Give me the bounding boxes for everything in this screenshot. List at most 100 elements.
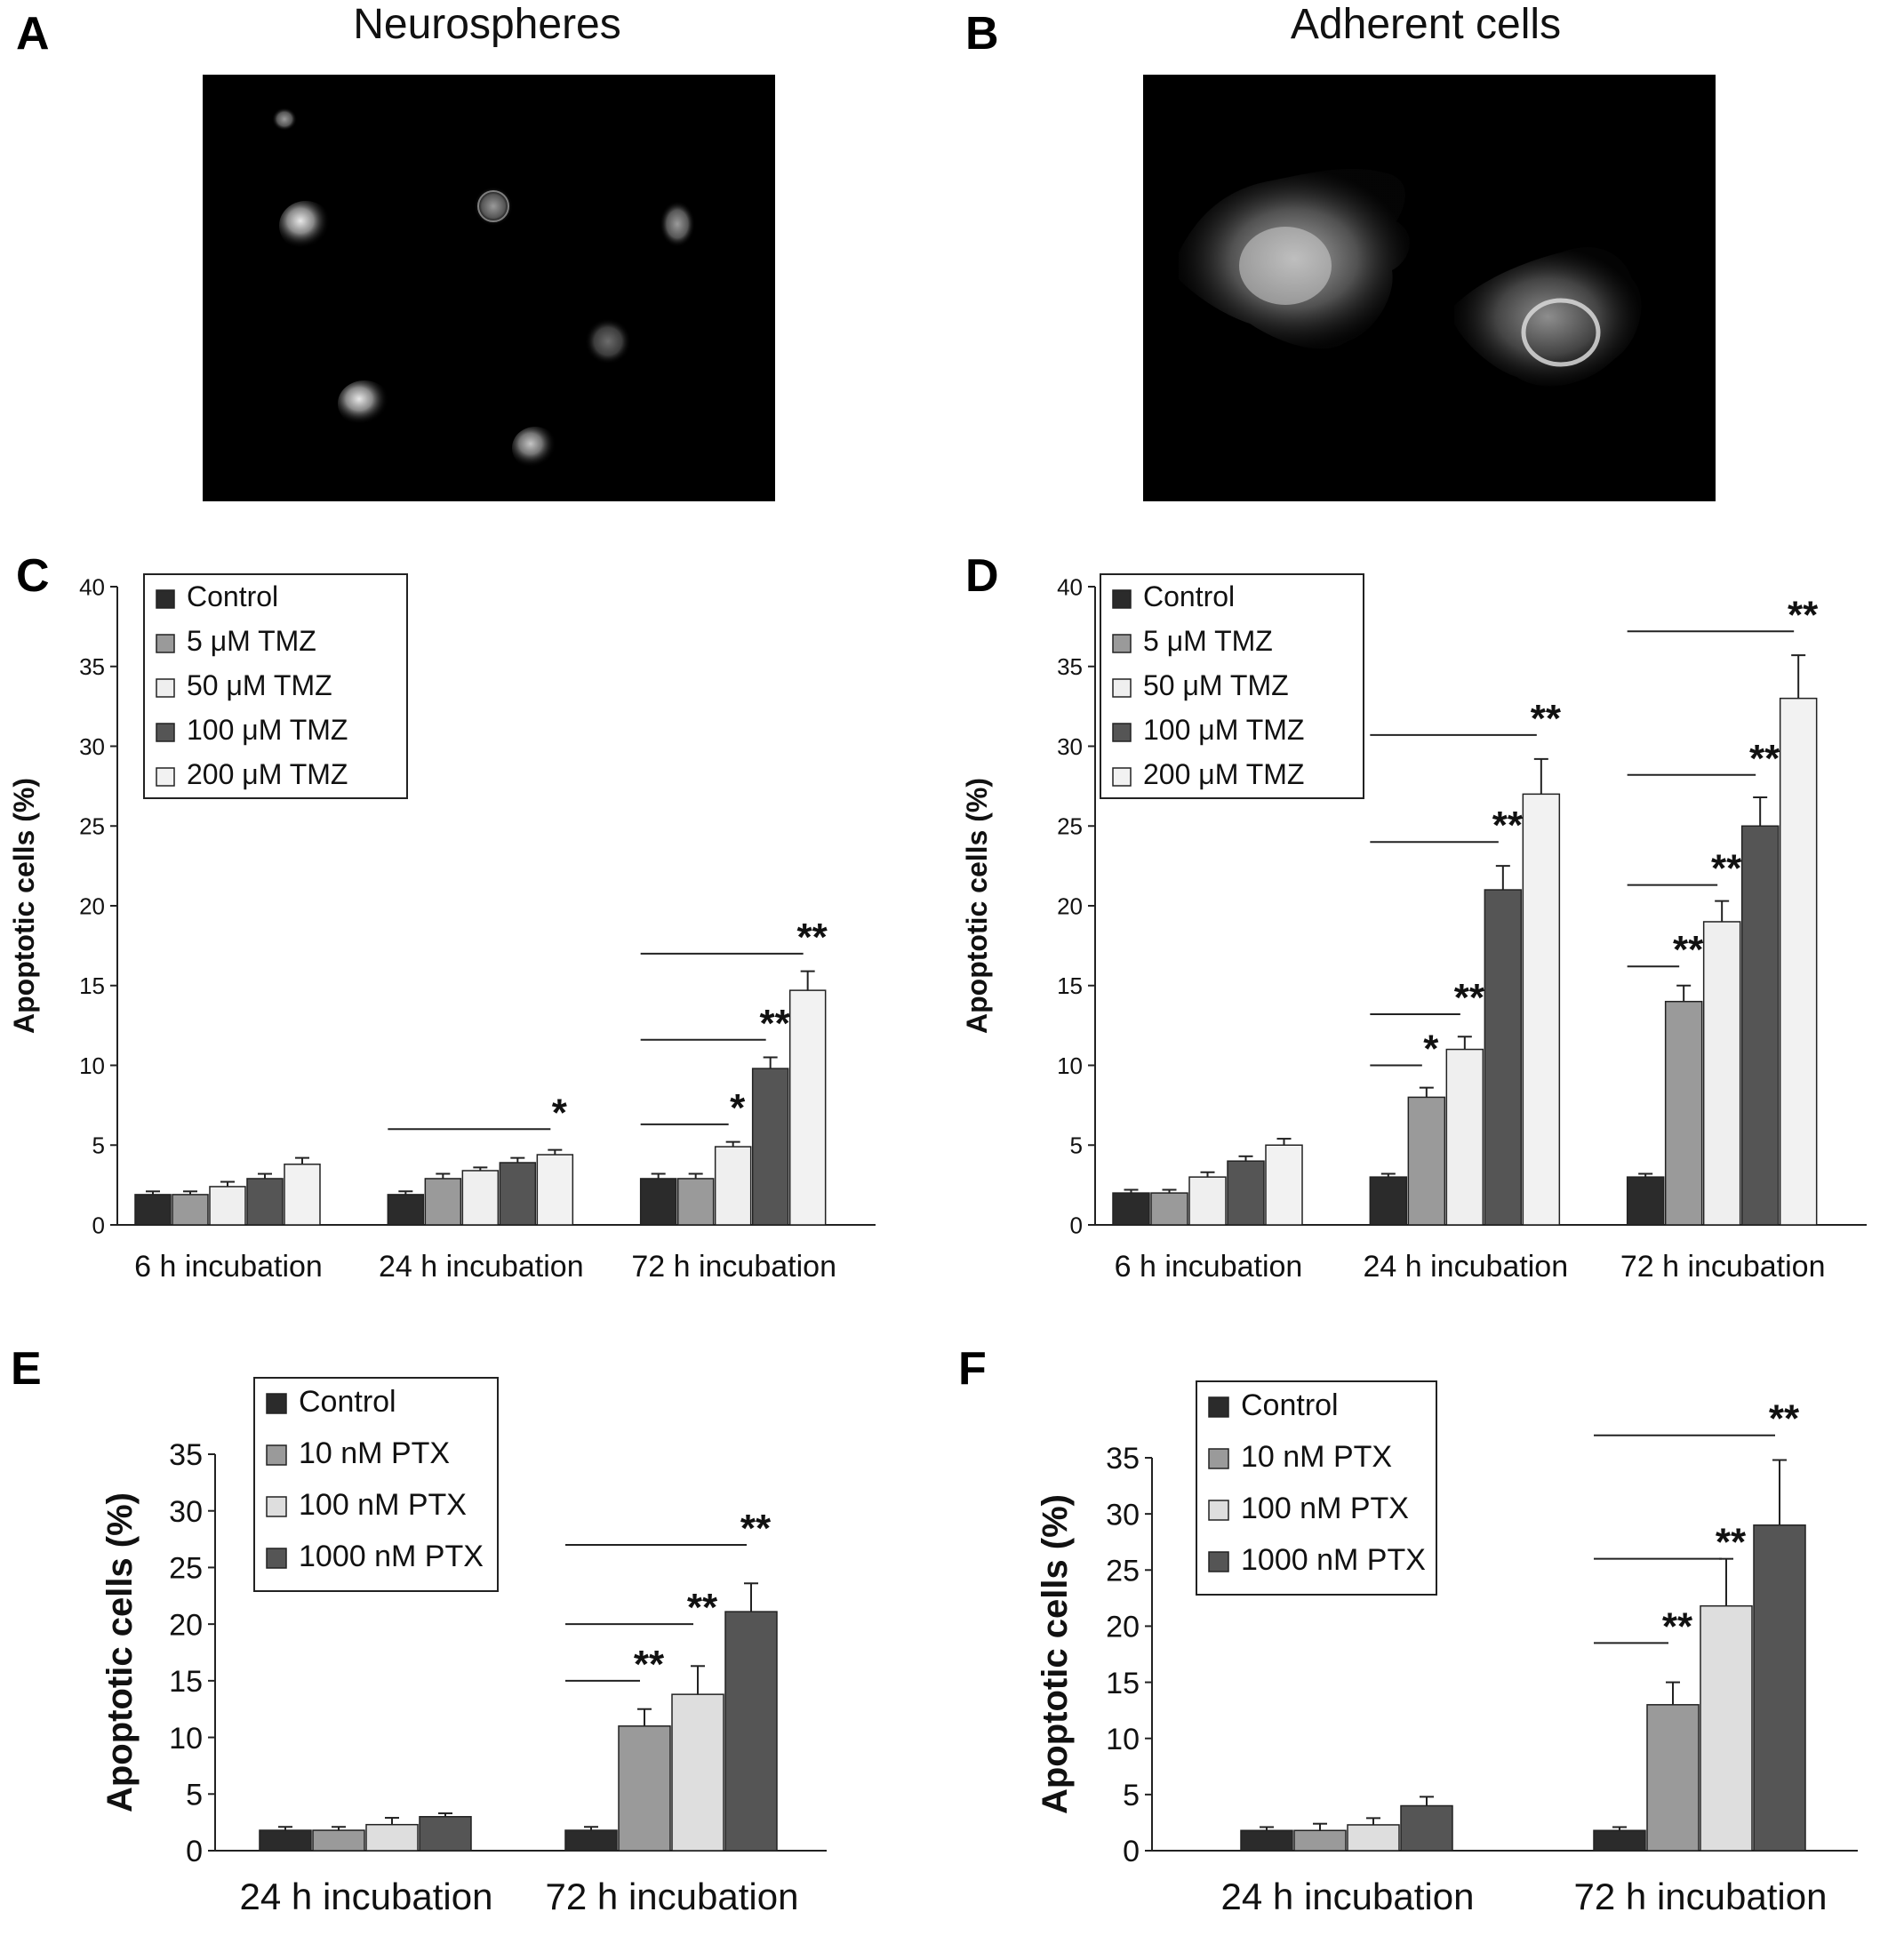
bar: [1664, 1000, 1703, 1226]
chart-d-tmz-adherent: 0 5 10 15 20 25 30 35 40 Apoptotic cells (%) 6 h i…: [961, 573, 1867, 1284]
significance-label: **: [1454, 976, 1485, 1020]
panel-title-adherent-cells: Adherent cells: [1290, 1, 1562, 48]
bar: [788, 989, 827, 1226]
bar: [365, 1823, 419, 1852]
bar: [312, 1829, 365, 1852]
significance-label: **: [1749, 737, 1780, 780]
bar: [714, 1146, 752, 1226]
bar: [1700, 1604, 1753, 1852]
significance-label: **: [740, 1507, 772, 1550]
legend-label: 100 μM TMZ: [187, 714, 348, 746]
bar: [676, 1178, 715, 1226]
legend-swatch: [156, 678, 175, 698]
category-label: 72 h incubation: [546, 1876, 799, 1917]
y-tick-label: 30: [169, 1495, 203, 1529]
bar: [1484, 889, 1523, 1226]
legend-label: 200 μM TMZ: [187, 758, 348, 790]
bar: [1293, 1829, 1347, 1852]
bar: [259, 1829, 312, 1852]
significance-label: **: [687, 1586, 718, 1629]
significance-label: **: [1662, 1604, 1693, 1648]
significance-label: *: [552, 1091, 568, 1134]
legend-label: Control: [299, 1385, 396, 1419]
legend-swatch: [1112, 723, 1132, 742]
significance-label: **: [1769, 1397, 1800, 1441]
legend-label: 10 nM PTX: [299, 1436, 450, 1470]
legend-swatch: [1208, 1396, 1229, 1418]
bar: [461, 1170, 500, 1226]
bar: [1240, 1829, 1293, 1852]
y-tick-label: 25: [1057, 813, 1083, 840]
bar: [499, 1162, 537, 1226]
bar: [172, 1194, 209, 1226]
category-label: 24 h incubation: [1364, 1250, 1569, 1284]
bar: [1150, 1192, 1188, 1226]
y-tick-label: 5: [92, 1132, 105, 1159]
legend-swatch: [1112, 634, 1132, 653]
y-axis-label: Apoptotic cells (%): [961, 778, 993, 1034]
y-tick-label: 30: [1106, 1498, 1140, 1532]
y-tick-label: 0: [1123, 1835, 1140, 1868]
legend-box: [1100, 573, 1364, 799]
legend-label: Control: [187, 580, 278, 612]
bar: [424, 1178, 462, 1226]
legend-swatch: [156, 723, 175, 742]
legend-swatch: [266, 1444, 287, 1466]
y-tick-label: 5: [186, 1779, 203, 1812]
adherent-cells-micrograph-image: [1179, 168, 1642, 387]
y-tick-label: 35: [1106, 1442, 1140, 1476]
legend-box: [143, 573, 408, 799]
neurospheres-micrograph-image: [272, 108, 695, 469]
y-tick-label: 15: [1057, 972, 1083, 999]
significance-label: **: [1788, 593, 1819, 636]
legend-label: Control: [1241, 1388, 1339, 1422]
bar: [134, 1194, 172, 1226]
y-tick-label: 20: [79, 892, 105, 919]
bar: [209, 1186, 246, 1226]
bar: [1407, 1096, 1446, 1226]
y-tick-label: 40: [79, 573, 105, 600]
y-tick-label: 10: [79, 1052, 105, 1079]
significance-label: **: [1492, 804, 1524, 847]
panel-letter-f: F: [958, 1343, 987, 1395]
legend-label: 5 μM TMZ: [1143, 625, 1273, 657]
y-tick-label: 10: [1106, 1723, 1140, 1756]
bar: [1265, 1144, 1303, 1226]
category-label: 6 h incubation: [1115, 1250, 1303, 1284]
y-tick-label: 25: [79, 813, 105, 840]
bar: [1400, 1804, 1453, 1852]
legend-label: Control: [1143, 580, 1235, 612]
y-tick-label: 30: [1057, 733, 1083, 760]
legend-label: 100 μM TMZ: [1143, 714, 1304, 746]
bar: [387, 1194, 425, 1226]
bar: [1369, 1176, 1408, 1226]
bar: [1593, 1829, 1646, 1852]
y-tick-label: 25: [1106, 1555, 1140, 1588]
y-tick-label: 35: [1057, 653, 1083, 680]
legend-swatch: [1208, 1500, 1229, 1521]
y-tick-label: 5: [1123, 1779, 1140, 1812]
bar: [1188, 1176, 1227, 1226]
legend-swatch: [266, 1393, 287, 1414]
chart-f-ptx-adherent: 0 5 10 15 20 25 30 35 Apoptotic cells (%) 24 h in…: [1036, 1380, 1858, 1917]
legend-swatch: [1208, 1448, 1229, 1469]
bar: [751, 1068, 789, 1226]
bar: [724, 1611, 778, 1852]
panel-letter-c: C: [16, 550, 50, 602]
y-tick-label: 5: [1070, 1132, 1083, 1159]
y-tick-label: 0: [186, 1835, 203, 1868]
significance-label: **: [634, 1643, 665, 1686]
significance-label: *: [1423, 1028, 1439, 1071]
legend-label: 200 μM TMZ: [1143, 758, 1304, 790]
bar: [1112, 1192, 1150, 1226]
y-tick-label: 20: [1057, 892, 1083, 919]
panel-letter-d: D: [965, 550, 999, 602]
panel-letter-e: E: [11, 1343, 42, 1395]
legend-label: 50 μM TMZ: [187, 669, 332, 701]
bar: [1740, 825, 1780, 1226]
bar: [564, 1829, 618, 1852]
y-tick-label: 40: [1057, 573, 1083, 600]
legend-swatch: [1112, 589, 1132, 609]
y-tick-label: 20: [1106, 1611, 1140, 1644]
bar: [1227, 1160, 1265, 1226]
